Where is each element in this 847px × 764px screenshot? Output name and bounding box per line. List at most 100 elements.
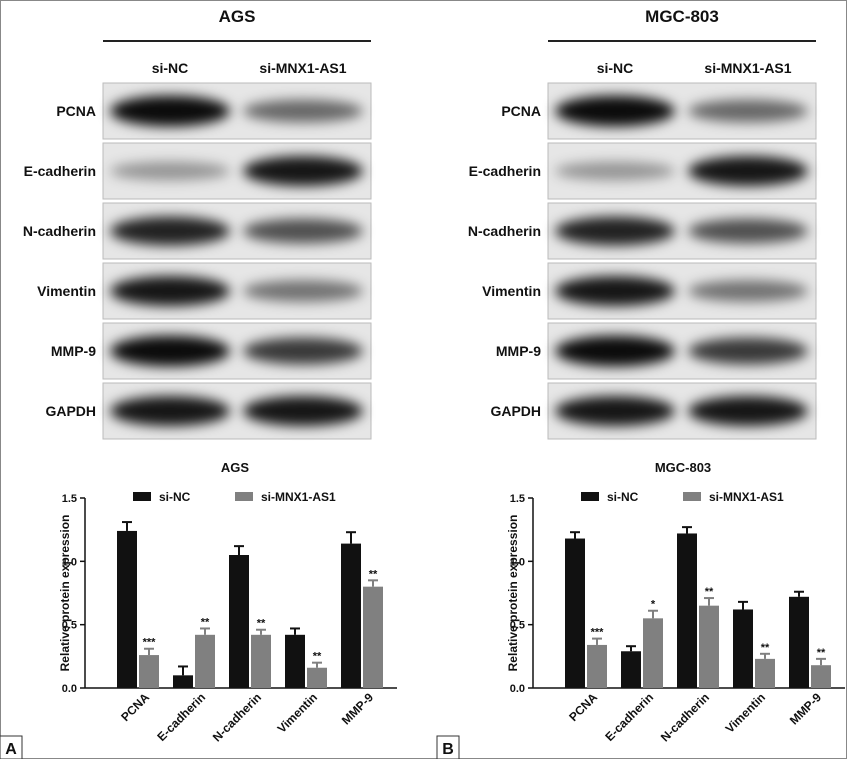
bar	[251, 634, 271, 688]
blot-column: si-MNX1-AS1	[704, 60, 791, 76]
blot-band	[555, 335, 675, 367]
blot-bands	[555, 396, 808, 426]
blot-row-label: N-cadherin	[468, 223, 541, 239]
bar	[341, 543, 361, 688]
y-tick-label: 1.5	[62, 493, 77, 505]
blot-title: MGC-803	[645, 7, 719, 26]
y-axis-label: Relative protein expression	[506, 515, 520, 672]
blot-band	[110, 216, 230, 246]
blot-band	[243, 280, 363, 302]
bar	[195, 634, 215, 688]
blot-bands	[555, 156, 808, 186]
bar	[811, 665, 831, 688]
bar	[117, 530, 137, 688]
blot-bands	[110, 156, 363, 186]
blot-band	[555, 396, 675, 426]
blot-band	[688, 396, 808, 426]
blot-bands	[555, 216, 808, 246]
blot-column: si-NC	[152, 60, 189, 76]
legend-label: si-MNX1-AS1	[261, 490, 336, 504]
bar	[363, 586, 383, 688]
significance-label: **	[369, 568, 378, 580]
legend-swatch	[683, 492, 701, 501]
blot-bands	[110, 276, 363, 306]
significance-label: **	[313, 651, 322, 663]
blot-bands	[555, 276, 808, 306]
legend-label: si-NC	[159, 490, 191, 504]
significance-label: ***	[591, 627, 605, 639]
blot-band	[110, 396, 230, 426]
bar	[587, 644, 607, 688]
bar	[139, 655, 159, 688]
blot-band	[110, 95, 230, 127]
bar	[755, 658, 775, 688]
bar	[677, 533, 697, 688]
legend-swatch	[133, 492, 151, 501]
blot-bands	[110, 95, 363, 127]
blot-bands	[555, 95, 808, 127]
legend-swatch	[235, 492, 253, 501]
blot-band	[243, 396, 363, 426]
blot-row-label: GAPDH	[490, 403, 541, 419]
bar	[643, 618, 663, 688]
chart-title: MGC-803	[655, 460, 711, 475]
blot-band	[110, 161, 230, 181]
significance-label: *	[651, 599, 656, 611]
significance-label: **	[201, 616, 210, 628]
blot-band	[110, 276, 230, 306]
bar	[699, 605, 719, 688]
legend-label: si-NC	[607, 490, 639, 504]
blot-column: si-NC	[597, 60, 634, 76]
blot-row-label: MMP-9	[51, 343, 96, 359]
blot-band	[243, 156, 363, 186]
blot-band	[688, 156, 808, 186]
bar	[229, 555, 249, 688]
blot-row-label: GAPDH	[45, 403, 96, 419]
legend-label: si-MNX1-AS1	[709, 490, 784, 504]
blot-band	[688, 337, 808, 365]
blot-row-label: MMP-9	[496, 343, 541, 359]
blot-row-label: Vimentin	[37, 283, 96, 299]
y-axis-label: Relative protein expression	[58, 515, 72, 672]
panel-label: A	[5, 741, 17, 758]
blot-row-label: E-cadherin	[24, 163, 96, 179]
blot-bands	[110, 216, 363, 246]
chart-title: AGS	[221, 460, 250, 475]
y-tick-label: 1.5	[510, 493, 525, 505]
blot-band	[555, 161, 675, 181]
blot-band	[555, 276, 675, 306]
bar	[733, 609, 753, 688]
significance-label: **	[761, 642, 770, 654]
blot-band	[555, 216, 675, 246]
bar	[621, 651, 641, 688]
y-tick-label: 0.5	[510, 620, 525, 632]
blot-row-label: N-cadherin	[23, 223, 96, 239]
legend-swatch	[581, 492, 599, 501]
significance-label: **	[257, 618, 266, 630]
blot-band	[688, 218, 808, 244]
blot-band	[110, 335, 230, 367]
blot-row-label: E-cadherin	[469, 163, 541, 179]
significance-label: **	[817, 647, 826, 659]
bar	[307, 667, 327, 688]
blot-bands	[110, 335, 363, 367]
blot-band	[688, 280, 808, 302]
blot-band	[243, 218, 363, 244]
blot-band	[243, 337, 363, 365]
y-tick-label: 0.0	[62, 683, 77, 695]
bar	[173, 675, 193, 688]
y-tick-label: 0.5	[62, 620, 77, 632]
blot-title: AGS	[219, 7, 256, 26]
bar	[789, 596, 809, 688]
blot-bands	[555, 335, 808, 367]
blot-band	[243, 99, 363, 123]
y-tick-label: 1.0	[62, 556, 77, 568]
significance-label: **	[705, 586, 714, 598]
panel-label: B	[442, 741, 454, 758]
bar	[565, 538, 585, 688]
blot-row-label: PCNA	[501, 103, 541, 119]
blot-row-label: PCNA	[56, 103, 96, 119]
blot-row-label: Vimentin	[482, 283, 541, 299]
y-tick-label: 0.0	[510, 683, 525, 695]
blot-bands	[110, 396, 363, 426]
